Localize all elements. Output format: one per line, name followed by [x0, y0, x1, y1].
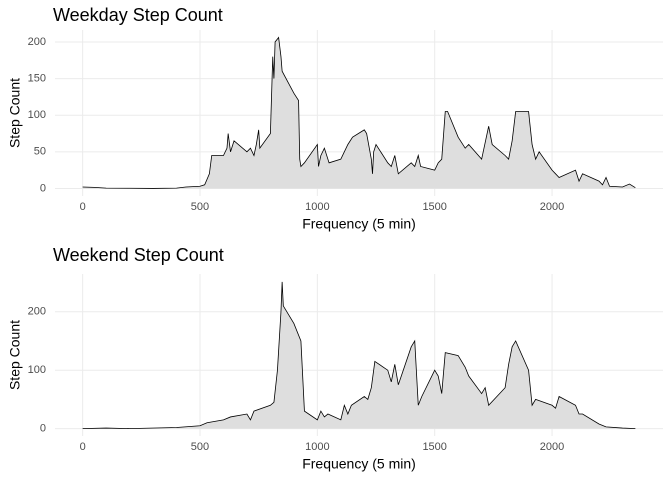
x-tick-label: 1500 — [422, 441, 446, 453]
x-tick-label: 1000 — [305, 201, 329, 213]
y-tick-label: 100 — [28, 109, 46, 121]
x-tick-label: 0 — [80, 441, 86, 453]
y-tick-label: 200 — [28, 36, 46, 48]
chart-title: Weekday Step Count — [53, 5, 223, 25]
x-tick-label: 1000 — [305, 441, 329, 453]
x-tick-label: 1500 — [422, 201, 446, 213]
x-tick-label: 2000 — [540, 201, 564, 213]
y-tick-label: 200 — [28, 306, 46, 318]
line — [82, 36, 636, 189]
x-axis-label: Frequency (5 min) — [302, 216, 416, 232]
y-axis-label: Step Count — [7, 320, 23, 390]
y-tick-label: 0 — [40, 423, 46, 435]
x-tick-label: 0 — [80, 201, 86, 213]
x-tick-label: 500 — [191, 201, 209, 213]
x-tick-label: 2000 — [540, 441, 564, 453]
y-tick-label: 0 — [40, 182, 46, 194]
line — [82, 281, 636, 430]
y-tick-label: 100 — [28, 364, 46, 376]
x-tick-label: 500 — [191, 441, 209, 453]
y-tick-label: 50 — [34, 146, 46, 158]
x-axis-label: Frequency (5 min) — [302, 456, 416, 472]
y-axis-label: Step Count — [7, 78, 23, 148]
chart-title: Weekend Step Count — [53, 245, 224, 265]
area — [82, 37, 636, 189]
y-tick-label: 150 — [28, 72, 46, 84]
